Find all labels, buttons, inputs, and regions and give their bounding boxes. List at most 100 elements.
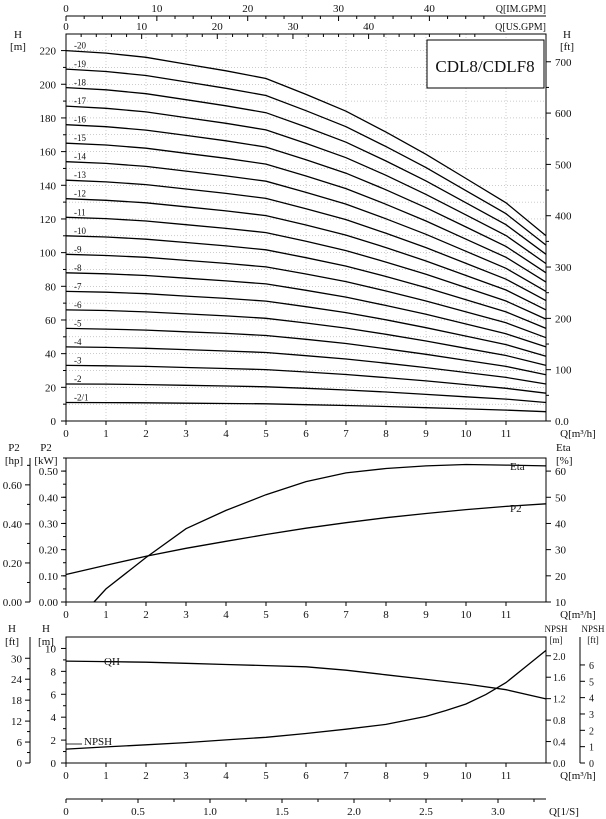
- usgpm-tick-label: 30: [287, 21, 299, 33]
- kw-tick-label: 0.20: [39, 545, 59, 557]
- imgpm-tick-label: 10: [151, 3, 163, 15]
- ls-tick-label: 1.5: [275, 806, 289, 818]
- npsh-curve: [65, 649, 547, 750]
- ft-axis-label: H: [8, 623, 16, 635]
- npsh-m-tick-label: 2.0: [553, 652, 566, 663]
- qh-curve-label: -13: [74, 170, 86, 180]
- y-tick-label: 60: [45, 315, 57, 327]
- eta-tick-label: 50: [555, 492, 567, 504]
- npsh-m-tick-label: 1.2: [553, 695, 566, 706]
- npsh-ft-tick-label: 1: [589, 743, 594, 754]
- y2-tick-label: 200: [555, 313, 572, 325]
- x-tick-label: 9: [423, 770, 429, 782]
- npsh-ft-tick-label: 3: [589, 710, 594, 721]
- x-tick-label: 3: [183, 428, 189, 440]
- hp-tick-label: 0.40: [3, 519, 23, 531]
- qh-curve-stage-14: [65, 161, 547, 292]
- hp-tick-label: 0.00: [3, 597, 23, 609]
- x-tick-label: 1: [103, 770, 109, 782]
- ls-tick-label: 2.5: [419, 806, 433, 818]
- npsh-m-tick-label: 0.0: [553, 759, 566, 770]
- x-tick-label: 11: [501, 770, 512, 782]
- eta-tick-label: 60: [555, 466, 567, 478]
- y-tick-label: 160: [40, 147, 57, 159]
- qh-curve-label: -17: [74, 96, 86, 106]
- eta-axis-unit: [%]: [556, 455, 573, 467]
- x-tick-label: 1: [103, 428, 109, 440]
- qh-curve-label: -4: [74, 337, 82, 347]
- x-axis-label: Q[m³/h]: [560, 428, 596, 440]
- x-tick-label: 0: [63, 770, 69, 782]
- usgpm-tick-label: 10: [136, 21, 148, 33]
- kw-tick-label: 0.50: [39, 466, 59, 478]
- plot-frame: [65, 457, 547, 603]
- x-tick-label: 3: [183, 770, 189, 782]
- ls-tick-label: 3.0: [491, 806, 505, 818]
- y2-tick-label: 700: [555, 57, 572, 69]
- p2-curve-label: P2: [510, 503, 522, 515]
- x-tick-label: 10: [461, 770, 473, 782]
- usgpm-tick-label: 0: [63, 21, 69, 33]
- x-tick-label: 6: [303, 428, 309, 440]
- qh-curve-stage-15: [65, 142, 547, 283]
- x-tick-label: 4: [223, 770, 229, 782]
- x-tick-label: 7: [343, 770, 349, 782]
- qh-curve-label: -20: [74, 41, 86, 51]
- qh-curve-label: -2: [74, 374, 82, 384]
- npsh-m-tick-label: 0.4: [553, 738, 566, 749]
- m-tick-label: 4: [51, 712, 57, 724]
- qh-curve-stage-2: [65, 383, 547, 404]
- npsh-ft-tick-label: 6: [589, 661, 594, 672]
- ft-axis-unit: [ft]: [5, 636, 19, 648]
- qh-curve-label: -15: [74, 133, 86, 143]
- qh-curve-stage-3: [65, 364, 547, 394]
- x-tick-label: 0: [63, 428, 69, 440]
- qh-curve-stage-5: [65, 327, 547, 376]
- hp-tick-label: 0.20: [3, 558, 23, 570]
- qh-curve-stage-12: [65, 198, 547, 311]
- x-tick-label: 7: [343, 428, 349, 440]
- x-tick-label: 11: [501, 428, 512, 440]
- npsh-ft-axis-label: NPSH: [581, 624, 605, 634]
- x-tick-label: 0: [63, 609, 69, 621]
- qh-curve-stage-17: [65, 105, 547, 265]
- qh-curve-label: -9: [74, 244, 82, 254]
- qh-curve-label: -10: [74, 226, 86, 236]
- y2-axis-unit: [ft]: [560, 41, 574, 53]
- x-tick-label: 8: [383, 609, 389, 621]
- y2-tick-label: 100: [555, 365, 572, 377]
- qh-curve-label: -2/1: [74, 392, 89, 402]
- x-tick-label: 6: [303, 609, 309, 621]
- ls-tick-label: 1.0: [203, 806, 217, 818]
- x-tick-label: 6: [303, 770, 309, 782]
- y-tick-label: 20: [45, 382, 57, 394]
- x-tick-label: 7: [343, 609, 349, 621]
- y2-tick-label: 600: [555, 108, 572, 120]
- x-tick-label: 2: [143, 428, 149, 440]
- npsh-m-axis-label: NPSH: [544, 624, 568, 634]
- npsh-panel: 0246810H[m]0612182430H[ft]0.00.40.81.21.…: [5, 623, 605, 782]
- y-axis-unit: [m]: [10, 41, 26, 53]
- ft-tick-label: 12: [11, 716, 22, 728]
- x-tick-label: 4: [223, 609, 229, 621]
- x-tick-label: 2: [143, 609, 149, 621]
- x-tick-label: 10: [461, 609, 473, 621]
- imgpm-tick-label: 30: [333, 3, 345, 15]
- kw-tick-label: 0.00: [39, 597, 59, 609]
- qh-curve-label: -19: [74, 59, 86, 69]
- y-tick-label: 100: [40, 248, 57, 260]
- qh-curve-stage-2/1: [65, 401, 547, 413]
- x-tick-label: 5: [263, 609, 269, 621]
- kw-axis-label: P2: [40, 442, 52, 454]
- ls-tick-label: 0: [63, 806, 69, 818]
- npsh-ft-tick-label: 0: [589, 759, 594, 770]
- eta-curve: [93, 463, 547, 603]
- eta-curve-label: Eta: [510, 461, 525, 473]
- qh-curve: [65, 660, 547, 700]
- ls-axis-label: Q[1/S]: [549, 806, 579, 818]
- ft-tick-label: 0: [17, 758, 23, 770]
- qh-curve-label: -12: [74, 189, 86, 199]
- npsh-ft-axis-unit: [ft]: [587, 635, 599, 645]
- qh-curve-label: -7: [74, 281, 82, 291]
- y-tick-label: 80: [45, 281, 57, 293]
